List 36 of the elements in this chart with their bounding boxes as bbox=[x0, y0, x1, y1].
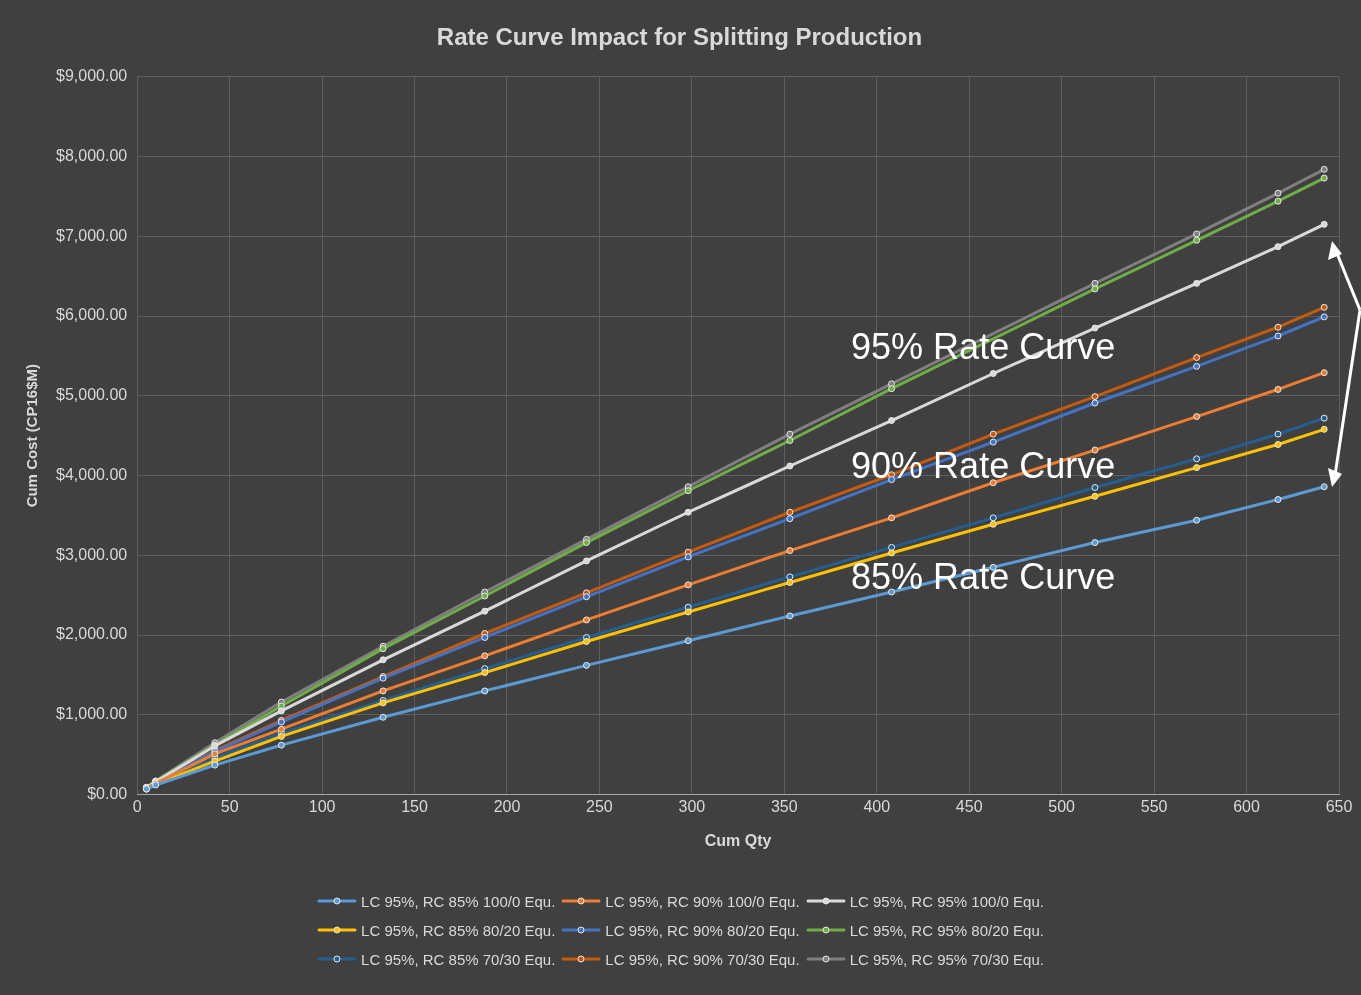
y-tick-label: $6,000.00 bbox=[55, 306, 128, 324]
legend-label: LC 95%, RC 90% 100/0 Equ. bbox=[605, 892, 800, 910]
x-tick-label: 300 bbox=[678, 797, 706, 815]
x-tick-label: 100 bbox=[308, 797, 336, 815]
legend-label: LC 95%, RC 90% 80/20 Equ. bbox=[605, 921, 800, 939]
x-axis-title: Cum Qty bbox=[704, 831, 772, 849]
y-tick-label: $1,000.00 bbox=[55, 705, 128, 723]
legend-label: LC 95%, RC 95% 100/0 Equ. bbox=[849, 892, 1044, 910]
x-tick-label: 50 bbox=[220, 797, 239, 815]
x-tick-label: 450 bbox=[955, 797, 983, 815]
x-tick-label: 350 bbox=[770, 797, 798, 815]
y-tick-label: $0.00 bbox=[87, 785, 128, 803]
x-tick-label: 400 bbox=[863, 797, 891, 815]
legend-label: LC 95%, RC 85% 100/0 Equ. bbox=[361, 892, 556, 910]
y-tick-label: $4,000.00 bbox=[55, 465, 128, 483]
x-tick-label: 600 bbox=[1233, 797, 1260, 815]
x-tick-label: 650 bbox=[1325, 797, 1353, 815]
x-tick-label: 200 bbox=[493, 797, 521, 815]
chart-title: Rate Curve Impact for Splitting Production bbox=[436, 23, 923, 51]
legend-label: LC 95%, RC 90% 70/30 Equ. bbox=[605, 950, 800, 968]
y-tick-label: $9,000.00 bbox=[55, 67, 128, 85]
y-tick-label: $8,000.00 bbox=[55, 146, 128, 164]
legend-label: LC 95%, RC 85% 70/30 Equ. bbox=[361, 950, 556, 968]
y-axis-title: Cum Cost (CP16$M) bbox=[23, 364, 41, 508]
x-tick-label: 250 bbox=[586, 797, 613, 815]
x-tick-label: 500 bbox=[1048, 797, 1076, 815]
y-tick-label: $5,000.00 bbox=[55, 386, 128, 404]
legend-label: LC 95%, RC 85% 80/20 Equ. bbox=[361, 921, 556, 939]
legend-label: LC 95%, RC 95% 70/30 Equ. bbox=[849, 950, 1044, 968]
legend-label: LC 95%, RC 95% 80/20 Equ. bbox=[849, 921, 1044, 939]
y-tick-label: $3,000.00 bbox=[55, 545, 128, 563]
x-tick-label: 0 bbox=[132, 797, 142, 815]
y-tick-label: $2,000.00 bbox=[55, 625, 128, 643]
x-tick-label: 550 bbox=[1140, 797, 1168, 815]
y-tick-label: $7,000.00 bbox=[55, 226, 128, 244]
x-tick-label: 150 bbox=[401, 797, 428, 815]
